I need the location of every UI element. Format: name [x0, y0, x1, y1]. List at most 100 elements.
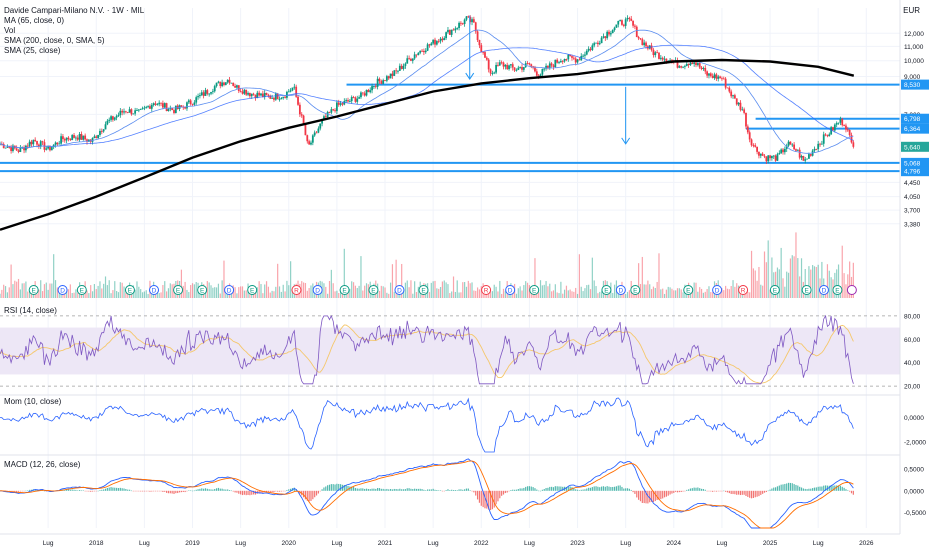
macd-histogram-bar — [652, 490, 655, 503]
legend-sma25[interactable]: SMA (25, close) — [4, 46, 61, 55]
volume-bar — [141, 292, 144, 298]
volume-bar — [338, 293, 340, 298]
candle-body — [569, 54, 572, 57]
candle-body — [15, 148, 18, 151]
legend-sma200[interactable]: SMA (200, close, 0, SMA, 5) — [4, 36, 105, 45]
macd-histogram-bar — [736, 490, 738, 495]
candle-body — [428, 44, 431, 46]
candle-body — [458, 22, 460, 29]
macd-histogram-bar — [643, 490, 645, 504]
macd-histogram-bar — [428, 489, 431, 491]
rsi-pane-label[interactable]: RSI (14, close) — [4, 306, 57, 315]
level-label-bg — [901, 123, 929, 134]
price-tick-label: 10,000 — [904, 58, 924, 65]
volume-bar — [367, 284, 369, 298]
macd-histogram-bar — [217, 487, 220, 491]
macd-histogram-bar — [473, 490, 475, 493]
volume-bar — [676, 288, 679, 298]
macd-histogram-bar — [621, 486, 623, 491]
macd-histogram-bar — [534, 488, 536, 491]
volume-bar — [589, 289, 592, 298]
macd-histogram-bar — [815, 487, 817, 491]
candle-body — [295, 86, 298, 97]
event-marker-letter: D — [152, 288, 157, 295]
mom-pane-label[interactable]: Mom (10, close) — [4, 397, 62, 406]
volume-bar — [599, 291, 601, 298]
candle-body — [678, 66, 681, 68]
candle-body — [576, 59, 579, 63]
mom-tick-label: 0,0000 — [904, 415, 924, 422]
candle-body — [369, 90, 372, 93]
candle-body — [669, 59, 671, 61]
volume-bar — [21, 283, 23, 298]
event-marker-circle — [738, 285, 749, 295]
macd-histogram-bar — [104, 488, 107, 491]
macd-histogram-bar — [558, 486, 560, 491]
event-marker-letter: E — [532, 288, 537, 295]
legend-ma65[interactable]: MA (65, close, 0) — [4, 16, 65, 25]
macd-histogram-bar — [723, 490, 725, 492]
macd-histogram-bar — [382, 488, 384, 491]
macd-pane-label[interactable]: MACD (12, 26, close) — [4, 460, 81, 469]
macd-histogram-bar — [352, 486, 355, 491]
volume-bar — [458, 292, 460, 298]
macd-histogram-bar — [628, 488, 630, 491]
event-marker-e: E — [683, 285, 694, 295]
macd-histogram-bar — [560, 486, 562, 491]
candle-body — [180, 105, 183, 107]
macd-histogram-bar — [517, 489, 519, 491]
candle-body — [45, 148, 48, 150]
volume-bar — [364, 285, 366, 298]
volume-bar — [789, 258, 792, 298]
volume-bar — [154, 291, 157, 298]
volume-bar — [749, 292, 751, 298]
volume-bar — [810, 269, 812, 298]
macd-histogram-bar — [787, 482, 790, 491]
volume-bar — [104, 276, 107, 298]
macd-histogram-bar — [284, 490, 286, 492]
candle-body — [152, 103, 155, 106]
candle-body — [219, 81, 222, 87]
candle-body — [737, 102, 740, 105]
volume-bar — [180, 269, 183, 298]
macd-histogram-bar — [708, 490, 710, 492]
candle-body — [572, 57, 575, 59]
candle-body — [624, 19, 627, 26]
macd-histogram-bar — [130, 490, 133, 492]
macd-histogram-bar — [430, 489, 432, 491]
candle-body — [634, 25, 636, 27]
volume-bar — [323, 283, 325, 298]
candle-body — [84, 135, 87, 140]
candle-body — [32, 139, 35, 145]
volume-bar — [290, 261, 292, 298]
candle-body — [393, 70, 396, 76]
macd-histogram-bar — [190, 490, 192, 492]
event-marker-letter: E — [80, 288, 85, 295]
candle-body — [6, 146, 9, 148]
volume-bar — [467, 280, 469, 298]
volume-bar — [523, 285, 525, 298]
macd-histogram-bar — [162, 490, 164, 492]
event-marker-e: E — [801, 285, 812, 295]
macd-histogram-bar — [613, 486, 616, 491]
legend-vol[interactable]: Vol — [4, 26, 16, 35]
volume-bar — [612, 292, 614, 298]
macd-histogram-bar — [21, 490, 23, 492]
volume-bar — [302, 282, 305, 298]
candle-body — [484, 52, 486, 58]
macd-histogram-bar — [188, 490, 190, 491]
macd-histogram-bar — [249, 490, 251, 496]
macd-histogram-bar — [693, 487, 695, 491]
macd-histogram-bar — [406, 488, 408, 491]
candle-body — [317, 128, 320, 133]
candle-body — [695, 62, 697, 66]
candle-body — [478, 40, 481, 46]
rsi-tick-label: 80,00 — [904, 313, 921, 320]
macd-histogram-bar — [852, 490, 854, 495]
time-tick-label: Lug — [235, 540, 246, 547]
level-label: 8,530 — [904, 82, 921, 89]
macd-histogram-bar — [839, 485, 841, 491]
candle-body — [76, 137, 79, 140]
macd-histogram-bar — [817, 486, 819, 491]
